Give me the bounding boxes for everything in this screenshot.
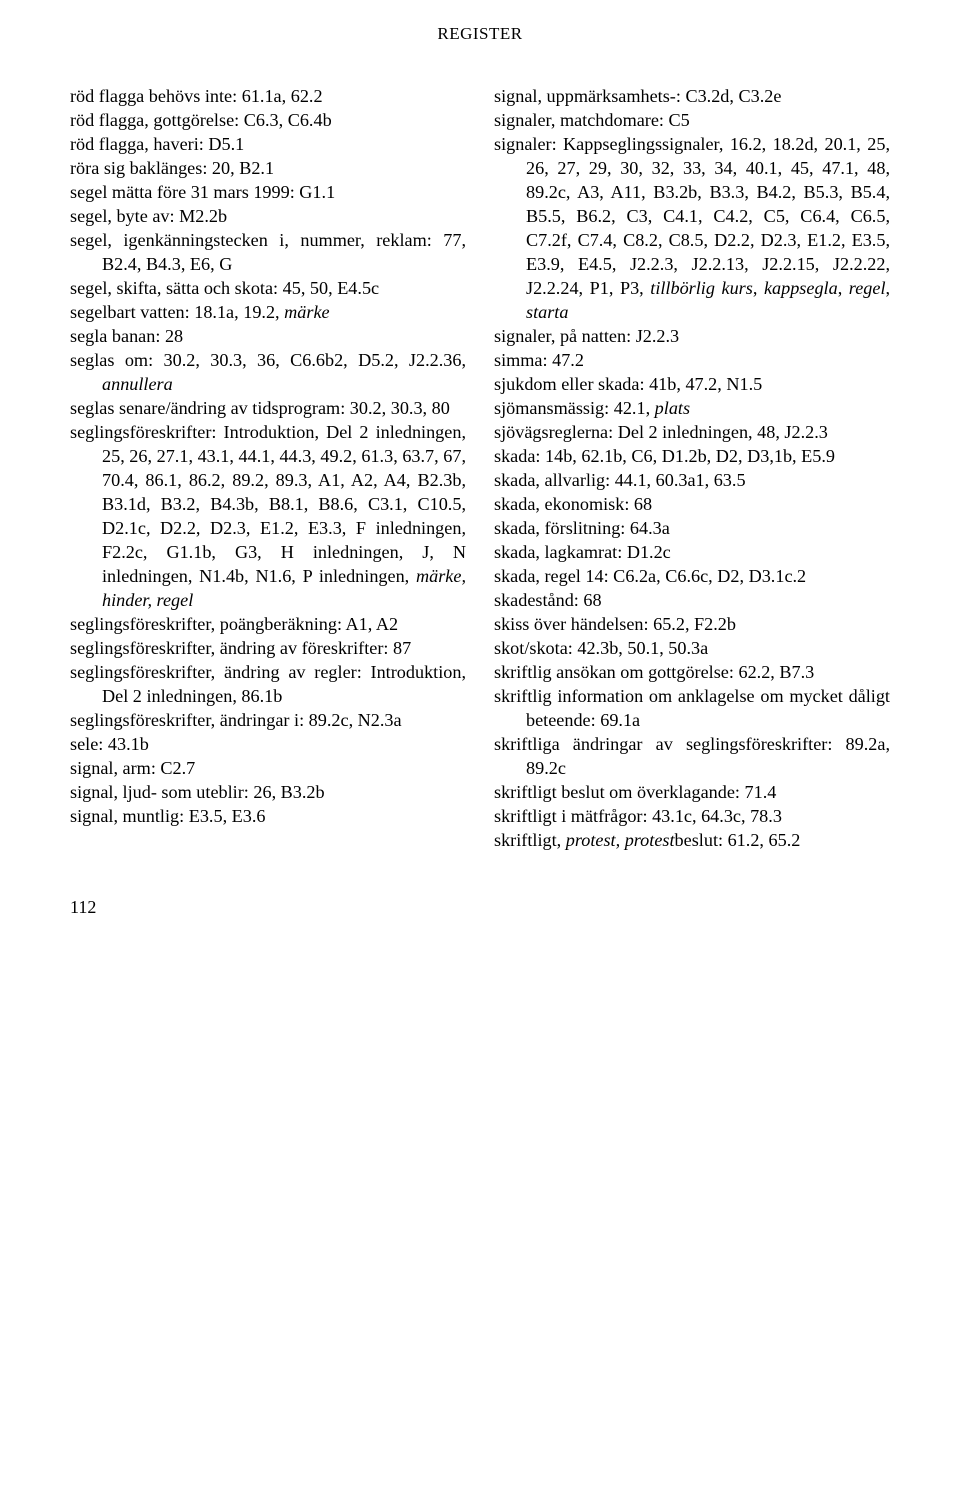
index-entry: skriftligt i mätfrågor: 43.1c, 64.3c, 78… bbox=[494, 804, 890, 828]
index-entry: segelbart vatten: 18.1a, 19.2, märke bbox=[70, 300, 466, 324]
index-entry: seglingsföreskrifter, poängberäkning: A1… bbox=[70, 612, 466, 636]
index-entry: segel, skifta, sätta och skota: 45, 50, … bbox=[70, 276, 466, 300]
page-number: 112 bbox=[70, 897, 890, 918]
index-entry: skadestånd: 68 bbox=[494, 588, 890, 612]
index-left-column: röd flagga behövs inte: 61.1a, 62.2röd f… bbox=[70, 84, 466, 853]
index-entry: skada: 14b, 62.1b, C6, D1.2b, D2, D3,1b,… bbox=[494, 444, 890, 468]
index-entry: röd flagga, gottgörelse: C6.3, C6.4b bbox=[70, 108, 466, 132]
index-entry: seglas senare/ändring av tidsprogram: 30… bbox=[70, 396, 466, 420]
index-entry: skriftligt, protest, protestbeslut: 61.2… bbox=[494, 828, 890, 852]
index-entry: skiss över händelsen: 65.2, F2.2b bbox=[494, 612, 890, 636]
index-entry: skada, ekonomisk: 68 bbox=[494, 492, 890, 516]
index-entry: signal, uppmärksamhets-: C3.2d, C3.2e bbox=[494, 84, 890, 108]
index-entry: signaler: Kappseglingssignaler, 16.2, 18… bbox=[494, 132, 890, 324]
index-entry: skriftlig information om anklagelse om m… bbox=[494, 684, 890, 732]
index-entry: seglingsföreskrifter, ändringar i: 89.2c… bbox=[70, 708, 466, 732]
index-entry: signal, ljud- som uteblir: 26, B3.2b bbox=[70, 780, 466, 804]
index-entry: segel mätta före 31 mars 1999: G1.1 bbox=[70, 180, 466, 204]
index-entry: signal, muntlig: E3.5, E3.6 bbox=[70, 804, 466, 828]
index-columns: röd flagga behövs inte: 61.1a, 62.2röd f… bbox=[70, 84, 890, 853]
index-entry: segel, byte av: M2.2b bbox=[70, 204, 466, 228]
index-entry: seglas om: 30.2, 30.3, 36, C6.6b2, D5.2,… bbox=[70, 348, 466, 396]
index-entry: röra sig baklänges: 20, B2.1 bbox=[70, 156, 466, 180]
index-entry: skada, regel 14: C6.2a, C6.6c, D2, D3.1c… bbox=[494, 564, 890, 588]
index-entry: skriftligt beslut om överklagande: 71.4 bbox=[494, 780, 890, 804]
index-entry: skada, förslitning: 64.3a bbox=[494, 516, 890, 540]
index-entry: seglingsföreskrifter, ändring av föreskr… bbox=[70, 636, 466, 660]
index-entry: sele: 43.1b bbox=[70, 732, 466, 756]
index-entry: skada, allvarlig: 44.1, 60.3a1, 63.5 bbox=[494, 468, 890, 492]
index-entry: seglingsföreskrifter, ändring av regler:… bbox=[70, 660, 466, 708]
index-entry: röd flagga behövs inte: 61.1a, 62.2 bbox=[70, 84, 466, 108]
index-entry: sjukdom eller skada: 41b, 47.2, N1.5 bbox=[494, 372, 890, 396]
index-entry: skriftliga ändringar av seglingsföreskri… bbox=[494, 732, 890, 780]
index-right-column: signal, uppmärksamhets-: C3.2d, C3.2esig… bbox=[494, 84, 890, 853]
index-entry: seglingsföreskrifter: Introduktion, Del … bbox=[70, 420, 466, 612]
index-entry: skot/skota: 42.3b, 50.1, 50.3a bbox=[494, 636, 890, 660]
index-entry: simma: 47.2 bbox=[494, 348, 890, 372]
index-entry: skada, lagkamrat: D1.2c bbox=[494, 540, 890, 564]
index-entry: sjömansmässig: 42.1, plats bbox=[494, 396, 890, 420]
index-entry: sjövägsreglerna: Del 2 inledningen, 48, … bbox=[494, 420, 890, 444]
index-entry: segla banan: 28 bbox=[70, 324, 466, 348]
page-header: REGISTER bbox=[70, 24, 890, 44]
index-entry: skriftlig ansökan om gottgörelse: 62.2, … bbox=[494, 660, 890, 684]
index-entry: segel, igenkänningstecken i, nummer, rek… bbox=[70, 228, 466, 276]
index-entry: signaler, matchdomare: C5 bbox=[494, 108, 890, 132]
index-entry: signal, arm: C2.7 bbox=[70, 756, 466, 780]
index-entry: signaler, på natten: J2.2.3 bbox=[494, 324, 890, 348]
index-entry: röd flagga, haveri: D5.1 bbox=[70, 132, 466, 156]
